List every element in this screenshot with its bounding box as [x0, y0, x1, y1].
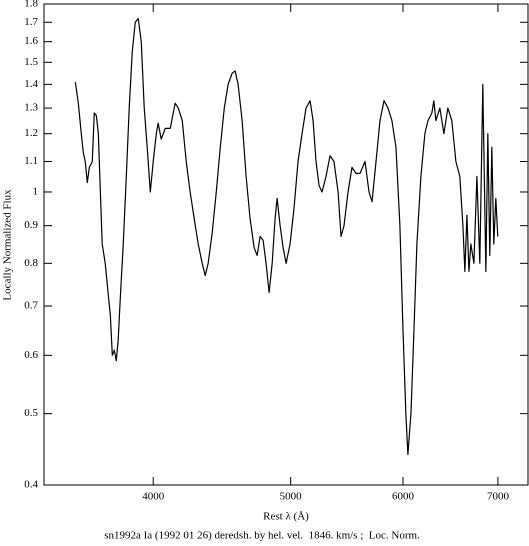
x-axis-label: Rest λ (Å): [263, 511, 309, 523]
y-tick-label: 1.3: [24, 102, 38, 114]
y-tick-label: 1.5: [24, 56, 38, 68]
y-tick-label: 1.8: [24, 0, 38, 10]
x-tick-label: 6000: [392, 491, 415, 503]
y-axis-label: Locally Normalized Flux: [2, 189, 14, 301]
y-tick-label: 0.7: [24, 300, 38, 312]
chart-title: sn1992a Ia (1992 01 26) deredsh. by hel.…: [104, 530, 420, 542]
y-tick-label: 1.6: [24, 35, 38, 47]
y-tick-label: 0.6: [24, 349, 38, 361]
spectrum-line: [74, 17, 499, 456]
y-tick-label: 0.4: [24, 479, 38, 491]
y-tick-label: 1.1: [24, 155, 38, 167]
x-tick-label: 7000: [487, 491, 510, 503]
x-tick-label: 4000: [142, 491, 165, 503]
plot-frame: [43, 3, 529, 486]
y-tick-label: 1: [33, 186, 39, 198]
y-tick-label: 0.8: [24, 257, 38, 269]
y-tick-label: 0.5: [24, 407, 38, 419]
y-tick-label: 1.2: [24, 127, 38, 139]
x-tick-label: 5000: [280, 491, 303, 503]
y-tick-label: 1.7: [24, 16, 38, 28]
y-tick-label: 0.9: [24, 219, 38, 231]
y-tick-label: 1.4: [24, 78, 38, 90]
